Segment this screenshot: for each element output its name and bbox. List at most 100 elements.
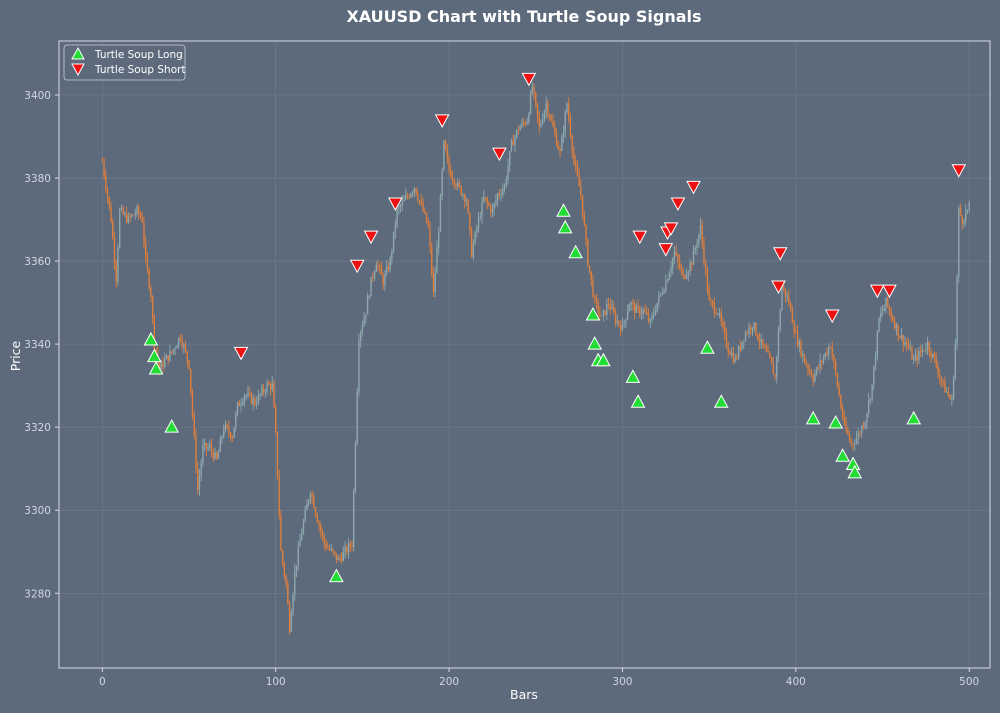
candle-body xyxy=(744,333,747,341)
candle-body xyxy=(484,197,487,199)
candle-body xyxy=(313,496,315,509)
candle-body xyxy=(264,391,267,393)
candle-body xyxy=(212,451,214,459)
candle-body xyxy=(822,357,825,363)
long-signal-marker xyxy=(585,307,601,321)
candle-body xyxy=(136,206,138,214)
candle-body xyxy=(609,304,612,310)
candle-body xyxy=(113,238,116,263)
candle-body xyxy=(418,200,421,202)
candle-body xyxy=(621,323,624,331)
candle-body xyxy=(703,243,705,263)
candle-body xyxy=(637,306,639,308)
candle-body xyxy=(138,206,140,215)
candle-body xyxy=(876,331,879,357)
candle-body xyxy=(292,594,294,614)
candle-body xyxy=(406,195,409,197)
candle-body xyxy=(935,358,937,367)
candle-body xyxy=(760,339,762,343)
candle-body xyxy=(670,267,672,274)
candle-body xyxy=(396,208,398,226)
candle-body xyxy=(403,199,405,202)
legend-box xyxy=(63,44,186,81)
candle-body xyxy=(493,203,495,210)
candle-body xyxy=(680,268,683,271)
candle-body xyxy=(463,194,466,202)
candle-body xyxy=(132,214,135,216)
candle-body xyxy=(630,302,632,305)
candle-body xyxy=(815,367,818,374)
candle-body xyxy=(568,103,570,119)
candle-body xyxy=(290,613,293,632)
candle-body xyxy=(887,297,889,307)
candle-body xyxy=(285,575,287,585)
candle-body xyxy=(188,360,190,370)
candle-body xyxy=(372,276,374,278)
candle-body xyxy=(441,169,443,196)
candle-body xyxy=(249,392,251,394)
candle-body xyxy=(713,303,716,313)
candle-body xyxy=(940,377,943,381)
candle-body xyxy=(642,309,644,314)
candle-body xyxy=(580,186,582,196)
candle-body xyxy=(795,332,797,333)
candle-body xyxy=(176,346,178,349)
candle-body xyxy=(888,306,891,312)
candle-body xyxy=(574,161,577,166)
candle-body xyxy=(377,265,379,266)
candle-body xyxy=(722,321,724,327)
candle-body xyxy=(862,426,865,428)
candle-body xyxy=(521,122,523,127)
candle-body xyxy=(694,247,696,251)
candle-body xyxy=(316,514,319,523)
candle-body xyxy=(238,402,240,407)
y-tick-label: 3320 xyxy=(24,422,51,434)
candle-body xyxy=(363,318,365,326)
candle-body xyxy=(491,209,494,213)
candle-body xyxy=(788,296,790,304)
y-tick-label: 3360 xyxy=(24,256,51,268)
candle-body xyxy=(850,440,852,444)
candle-body xyxy=(828,347,830,355)
candle-body xyxy=(483,197,485,202)
candle-body xyxy=(812,376,814,382)
chart-legend: Turtle Soup Long Turtle Soup Short xyxy=(63,44,186,81)
candle-body xyxy=(389,258,391,270)
candle-body xyxy=(221,436,223,440)
candle-body xyxy=(710,299,712,302)
candle-body xyxy=(106,188,109,198)
candle-body xyxy=(718,312,721,314)
candle-body xyxy=(555,133,558,146)
short-signal-marker xyxy=(233,346,249,361)
y-tick-label: 3380 xyxy=(24,173,51,185)
candle-body xyxy=(405,195,407,200)
candle-body xyxy=(356,391,358,444)
candle-body xyxy=(299,540,301,547)
candle-body xyxy=(458,182,461,187)
candle-body xyxy=(375,265,377,272)
candle-body xyxy=(207,447,209,449)
candle-body xyxy=(658,295,660,303)
candle-body xyxy=(512,140,514,146)
candle-body xyxy=(233,427,235,438)
candle-body xyxy=(302,521,305,533)
candle-body xyxy=(134,213,136,216)
candle-body xyxy=(479,217,481,219)
candle-body xyxy=(626,311,629,319)
candle-body xyxy=(240,403,242,407)
candle-body xyxy=(750,326,752,330)
candle-body xyxy=(559,149,561,151)
candle-body xyxy=(160,362,162,370)
candle-body xyxy=(883,307,885,312)
candle-body xyxy=(477,217,480,228)
candle-body xyxy=(779,310,781,330)
candle-body xyxy=(304,509,306,522)
candle-body xyxy=(117,247,119,282)
short-signal-marker xyxy=(686,180,701,195)
candle-body xyxy=(833,355,835,363)
candle-body xyxy=(120,208,123,210)
candle-body xyxy=(531,86,533,94)
candle-body xyxy=(776,356,778,377)
long-signal-marker xyxy=(625,369,641,383)
candle-body xyxy=(391,251,393,259)
